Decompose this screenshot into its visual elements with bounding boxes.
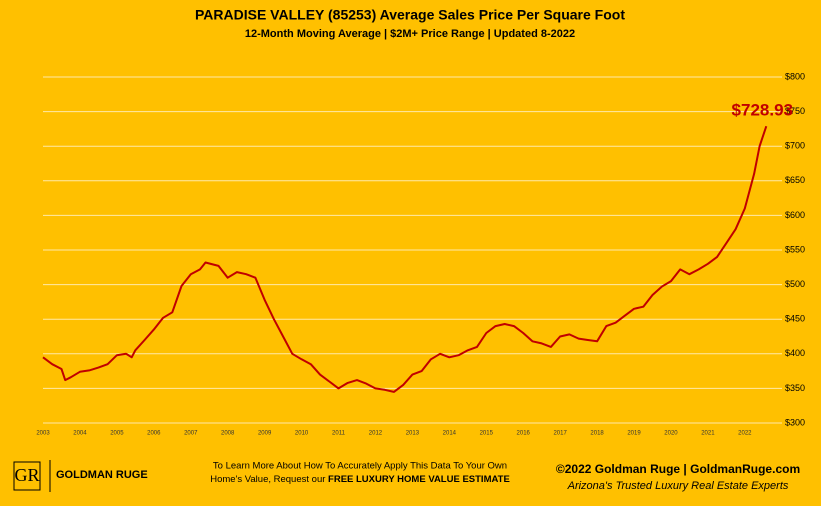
y-tick-label: $800 — [785, 71, 805, 81]
x-tick-label: 2016 — [517, 431, 531, 437]
plot-area: $300 $350 $400 $450 $500 $550 $600 $650 $700 $750… — [36, 71, 805, 436]
x-tick-label: 2009 — [258, 431, 272, 437]
y-tick-label: $700 — [785, 141, 805, 151]
logo-initials: GR — [14, 465, 39, 485]
chart-title: PARADISE VALLEY (85253) Average Sales Pr… — [195, 7, 625, 23]
x-tick-label: 2005 — [110, 431, 124, 437]
x-tick-label: 2003 — [36, 431, 50, 437]
chart-subtitle: 12-Month Moving Average | $2M+ Price Ran… — [245, 28, 575, 40]
end-value-label: $728.93 — [732, 101, 793, 120]
copyright: ©2022 Goldman Ruge | GoldmanRuge.com — [556, 462, 800, 476]
x-tick-label: 2015 — [480, 431, 494, 437]
y-tick-label: $750 — [785, 106, 805, 116]
x-tick-label: 2004 — [73, 431, 87, 437]
x-tick-label: 2008 — [221, 431, 235, 437]
x-tick-label: 2020 — [664, 431, 678, 437]
x-tick-label: 2019 — [627, 431, 641, 437]
line-series — [42, 125, 768, 393]
x-tick-label: 2022 — [738, 431, 752, 437]
x-tick-label: 2007 — [184, 431, 198, 437]
logo-box — [13, 461, 41, 491]
x-tick-label: 2018 — [590, 431, 604, 437]
footer: GR GOLDMAN RUGE To Learn More About How … — [13, 460, 800, 492]
y-tick-label: $300 — [785, 417, 805, 427]
y-tick-label: $450 — [785, 314, 805, 324]
y-tick-label: $400 — [785, 348, 805, 358]
x-tick-label: 2014 — [443, 431, 457, 437]
x-tick-label: 2010 — [295, 431, 309, 437]
y-tick-label: $350 — [785, 383, 805, 393]
y-tick-label: $550 — [785, 244, 805, 254]
x-tick-label: 2011 — [332, 431, 346, 437]
logo-name: GOLDMAN RUGE — [56, 469, 148, 481]
cta-bold: FREE LUXURY HOME VALUE ESTIMATE — [328, 474, 510, 485]
x-tick-label: 2017 — [553, 431, 567, 437]
x-tick-label: 2013 — [406, 431, 420, 437]
tagline: Arizona's Trusted Luxury Real Estate Exp… — [567, 480, 789, 492]
cta-line: To Learn More About How To Accurately Ap… — [213, 461, 507, 472]
x-tick-label: 2012 — [369, 431, 383, 437]
y-tick-label: $500 — [785, 279, 805, 289]
x-tick-label: 2021 — [701, 431, 715, 437]
y-tick-label: $600 — [785, 210, 805, 220]
cta-line: Home's Value, Request our FREE LUXURY HO… — [210, 474, 510, 485]
y-tick-label: $650 — [785, 175, 805, 185]
x-tick-label: 2006 — [147, 431, 161, 437]
cta-text: Home's Value, Request our — [210, 474, 328, 485]
